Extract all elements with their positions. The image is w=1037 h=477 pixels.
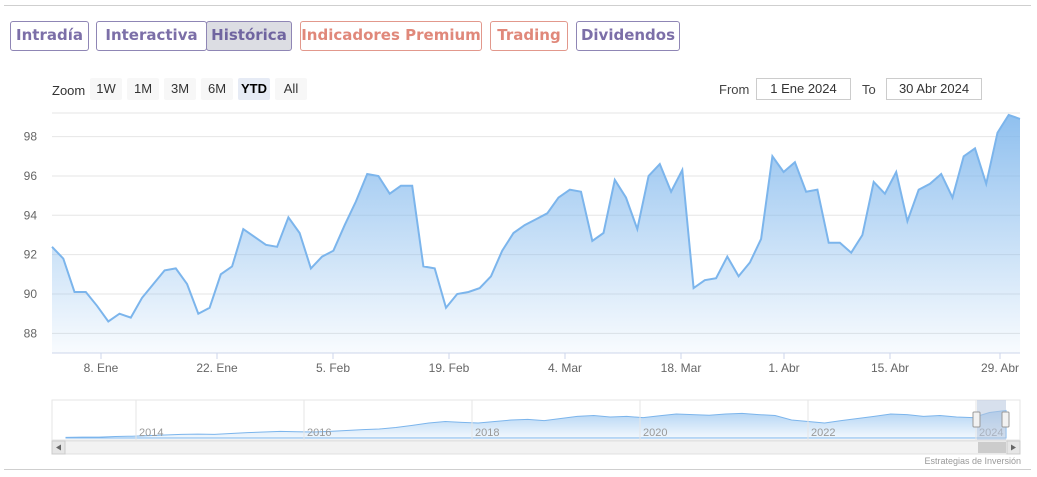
scrollbar-track[interactable] [51, 440, 1021, 455]
chart-credit[interactable]: Estrategias de Inversión [924, 456, 1021, 466]
to-date-input[interactable]: 30 Abr 2024 [886, 78, 982, 100]
zoom-1m-button[interactable]: 1M [127, 78, 159, 100]
navigator-selected-range[interactable] [977, 400, 1006, 440]
navigator-area [65, 409, 1007, 439]
x-tick-label: 15. Abr [871, 361, 909, 375]
tab-indicadores-premium[interactable]: Indicadores Premium [300, 21, 482, 51]
scrollbar[interactable] [51, 440, 1021, 455]
y-tick-label: 88 [24, 326, 38, 340]
x-tick-label: 19. Feb [429, 361, 470, 375]
zoom-label: Zoom [52, 83, 86, 98]
x-tick-label: 18. Mar [661, 361, 702, 375]
navigator-year-label: 2020 [643, 427, 667, 439]
navigator-left-handle[interactable] [972, 411, 981, 428]
navigator-year-label: 2018 [475, 427, 499, 439]
navigator[interactable]: 201420162018202020222024 [51, 399, 1021, 441]
y-tick-label: 98 [24, 130, 38, 144]
navigator-right-handle[interactable] [1001, 411, 1010, 428]
tab-trading[interactable]: Trading [490, 21, 568, 51]
zoom-all-button[interactable]: All [275, 78, 307, 100]
tab-interactiva[interactable]: Interactiva [96, 21, 207, 51]
y-tick-label: 94 [24, 208, 38, 222]
zoom-1w-button[interactable]: 1W [90, 78, 122, 100]
navigator-year-label: 2022 [811, 427, 835, 439]
from-label: From [719, 82, 750, 97]
x-tick-label: 5. Feb [316, 361, 350, 375]
x-axis: 8. Ene 22. Ene 5. Feb 19. Feb 4. Mar 18. Mar 1… [52, 352, 1020, 375]
x-tick-label: 22. Ene [196, 361, 238, 375]
navigator-year-label: 2014 [139, 427, 163, 439]
chevron-left-icon [56, 444, 61, 451]
zoom-3m-button[interactable]: 3M [164, 78, 196, 100]
x-tick-label: 1. Abr [768, 361, 799, 375]
tab-dividendos[interactable]: Dividendos [576, 21, 680, 51]
to-label: To [862, 82, 876, 97]
top-divider [4, 5, 1031, 6]
navigator-year-label: 2016 [307, 427, 331, 439]
price-area [52, 115, 1020, 353]
from-date-input[interactable]: 1 Ene 2024 [756, 78, 851, 100]
y-tick-label: 92 [24, 248, 38, 262]
bottom-divider [4, 469, 1031, 470]
zoom-ytd-button[interactable]: YTD [238, 78, 270, 100]
price-line [51, 113, 1021, 323]
x-tick-label: 29. Abr [981, 361, 1019, 375]
y-axis: 88 90 92 94 96 98 [24, 130, 38, 341]
x-tick-label: 4. Mar [548, 361, 582, 375]
chevron-right-icon [1011, 444, 1016, 451]
tab-historica[interactable]: Histórica [206, 21, 292, 51]
zoom-6m-button[interactable]: 6M [201, 78, 233, 100]
y-tick-label: 90 [24, 287, 38, 301]
y-tick-label: 96 [24, 169, 38, 183]
x-tick-label: 8. Ene [84, 361, 119, 375]
scrollbar-thumb[interactable] [978, 442, 1006, 453]
tab-intradia[interactable]: Intradía [10, 21, 89, 51]
